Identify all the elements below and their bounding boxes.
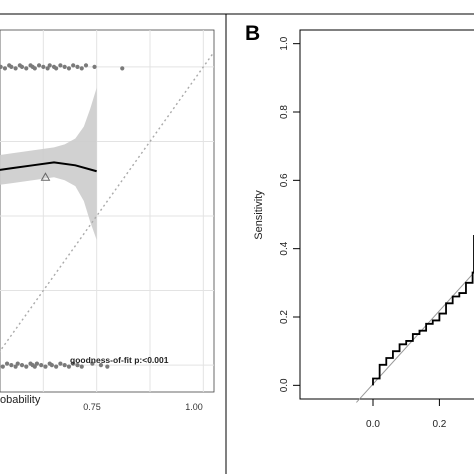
- panel-a-point: [32, 66, 37, 71]
- panel-a-point: [79, 66, 84, 71]
- panel-a-point: [83, 63, 89, 68]
- panel-a-point: [75, 64, 80, 70]
- panel-a-point: [0, 363, 1, 367]
- panel-a-point: [54, 66, 59, 71]
- panel-a-point: [24, 364, 29, 369]
- panel-a-point: [15, 361, 20, 366]
- panel-b-y-axis-label: Sensitivity: [253, 190, 265, 240]
- panel-b-y-tick-label: 0.8: [279, 105, 290, 119]
- panel-a-point: [58, 361, 63, 366]
- panel-a-smooth-fit: [0, 161, 97, 181]
- panel-a-point: [49, 362, 54, 368]
- panel-a-plot-area: [0, 29, 215, 393]
- panel-a-point: [54, 364, 59, 369]
- panel-b-y-tick-label: 1.0: [279, 36, 290, 50]
- panel-a-point: [90, 361, 95, 366]
- panel-b-roc-curve: [372, 235, 474, 386]
- panel-a-point: [13, 364, 18, 369]
- panel-a-point: [45, 66, 50, 71]
- panel-a-triangle-marker: [40, 172, 51, 181]
- panel-b: B Sensitivity 0.0 0.2 0.4 0.6 0.8 1.0 0.0 0.2: [245, 22, 474, 430]
- panel-a-point: [62, 64, 67, 70]
- panel-b-x-axis: 0.0 0.2: [366, 399, 447, 430]
- panel-a-diagonal-line: [0, 51, 215, 353]
- panel-a-point: [79, 364, 84, 369]
- panel-a-point: [34, 361, 40, 366]
- panel-b-y-axis: 0.0 0.2 0.4 0.6 0.8 1.0: [279, 36, 300, 392]
- panel-a-point: [62, 362, 67, 368]
- panel-a-point: [4, 361, 10, 366]
- panel-b-x-tick-label: 0.0: [366, 419, 380, 430]
- panel-a-point: [43, 364, 48, 369]
- panel-a-point: [9, 362, 14, 368]
- panel-b-roc-line: [372, 235, 474, 386]
- panel-b-y-tick-label: 0.6: [279, 173, 290, 187]
- panel-b-label: B: [245, 22, 260, 45]
- panel-a-x-tick-075: 0.75: [83, 402, 101, 412]
- panel-b-reference-diagonal: [356, 272, 474, 403]
- panel-a-point: [47, 63, 52, 68]
- panel-a-point: [98, 362, 104, 368]
- panel-b-y-tick-label: 0.4: [279, 241, 290, 255]
- panel-a-x-tick-100: 1.00: [185, 402, 203, 412]
- panel-b-x-tick-label: 0.2: [432, 419, 446, 430]
- panel-a-point: [9, 64, 14, 70]
- panel-a-point: [71, 63, 76, 68]
- panel-b-reference-line: [356, 272, 474, 403]
- panel-a-point: [66, 364, 72, 369]
- panel-a-point: [24, 66, 29, 71]
- panel-b-y-tick-label: 0.2: [279, 310, 290, 324]
- panel-a-point: [32, 364, 37, 369]
- panel-a-point: [2, 66, 8, 71]
- panel-b-plot-frame: [299, 29, 474, 400]
- panel-a: goodness-of-fit p:<0.001 0.75 1.00 obabi…: [0, 29, 215, 412]
- panel-a-fit-line: [0, 161, 97, 173]
- panel-a-point: [39, 362, 44, 368]
- panel-a-point: [41, 64, 46, 70]
- panel-a-point: [92, 64, 97, 70]
- panel-a-point: [58, 63, 63, 68]
- panel-a-point: [36, 63, 42, 68]
- panel-a-point: [105, 364, 110, 369]
- panel-a-point: [19, 362, 25, 368]
- panel-a-reference-diagonal: [0, 51, 215, 353]
- panel-a-points: [0, 63, 125, 369]
- panel-a-point: [19, 64, 25, 70]
- panel-a-point: [120, 66, 125, 71]
- panel-a-point: [71, 361, 76, 366]
- panel-a-point: [13, 66, 18, 71]
- panel-a-point: [66, 66, 72, 71]
- panel-a-x-axis-label: obability: [0, 394, 41, 406]
- panel-a-annotation: goodness-of-fit p:<0.001: [70, 355, 169, 365]
- panel-a-point: [0, 64, 3, 70]
- panel-a-point: [75, 362, 80, 368]
- panel-a-point: [0, 364, 5, 369]
- panel-b-y-tick-label: 0.0: [279, 378, 290, 392]
